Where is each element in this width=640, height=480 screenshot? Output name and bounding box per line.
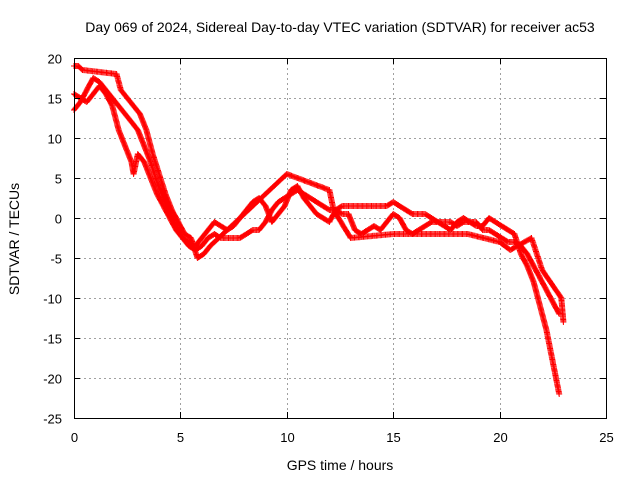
x-tick-label: 20 (493, 430, 507, 445)
y-tick-label: -20 (43, 372, 62, 387)
y-tick-label: -10 (43, 292, 62, 307)
y-tick-label: 5 (55, 172, 62, 187)
series-track-b (71, 83, 563, 397)
y-tick-label: 10 (48, 132, 62, 147)
x-tick-label: 15 (386, 430, 400, 445)
y-tick-label: 15 (48, 92, 62, 107)
x-tick-label: 25 (599, 430, 613, 445)
y-tick-label: -15 (43, 332, 62, 347)
x-tick-label: 5 (177, 430, 184, 445)
x-tick-label: 0 (71, 430, 78, 445)
y-tick-label: 20 (48, 52, 62, 67)
plot-frame (74, 58, 607, 419)
x-axis-label: GPS time / hours (287, 457, 394, 473)
y-tick-label: -5 (50, 252, 62, 267)
data-point-marker (556, 391, 563, 397)
tick-layer: 0 5 10 15 20 25 -25 -20 -15 -10 -5 0 5 10 15 20 (43, 52, 614, 446)
x-tick-label: 10 (280, 430, 294, 445)
y-axis-label: SDTVAR / TECUs (6, 183, 22, 295)
y-tick-label: 0 (55, 212, 62, 227)
data-point-marker (560, 319, 567, 325)
series-track-c (71, 63, 567, 325)
y-tick-label: -25 (43, 412, 62, 427)
chart-title: Day 069 of 2024, Sidereal Day-to-day VTE… (85, 19, 595, 35)
data-marks (71, 63, 567, 397)
